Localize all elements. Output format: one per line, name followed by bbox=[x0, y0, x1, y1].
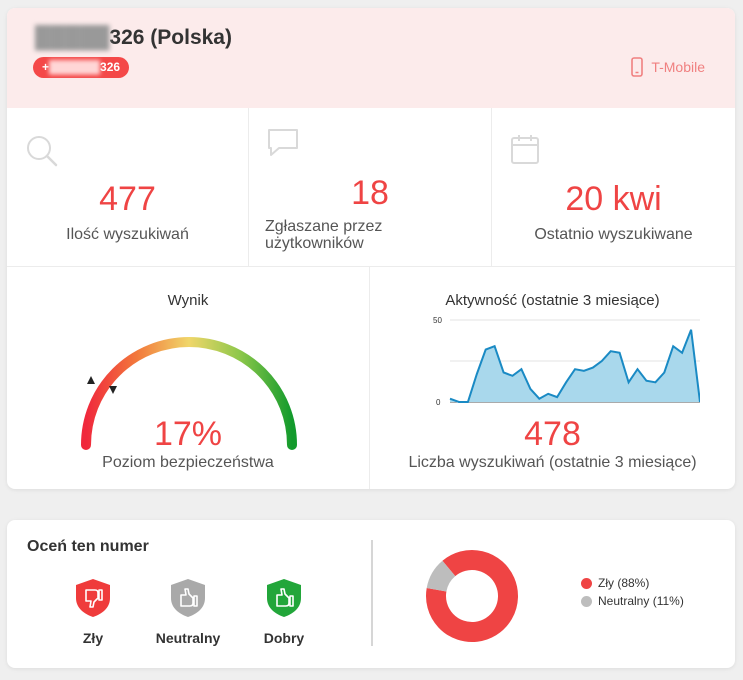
activity-label: Liczba wyszukiwań (ostatnie 3 miesiące) bbox=[408, 454, 697, 471]
activity-area bbox=[450, 329, 700, 402]
stat-value: 18 bbox=[351, 174, 389, 212]
rate-neutral-label: Neutralny bbox=[155, 630, 221, 646]
activity-line bbox=[449, 329, 700, 403]
score-activity-row: Wynik 17% Poziom bezpieczeństwa bbox=[7, 267, 735, 489]
number-suffix: 326 (Polska) bbox=[109, 26, 232, 49]
score-title: Wynik bbox=[167, 292, 209, 309]
thumbs-up-icon bbox=[171, 579, 205, 617]
activity-chart: 50 0 bbox=[433, 316, 700, 407]
badge-suffix: 326 bbox=[100, 60, 121, 74]
rate-good-label: Dobry bbox=[263, 630, 305, 646]
operator-info: T-Mobile bbox=[631, 57, 705, 77]
stat-label: Ilość wyszukiwań bbox=[66, 226, 189, 243]
calendar-icon bbox=[511, 135, 539, 164]
comment-icon bbox=[268, 129, 298, 156]
gauge-marker-up bbox=[87, 376, 95, 384]
donut-slice-neutral bbox=[426, 560, 456, 593]
legend-label-bad: Zły (88%) bbox=[598, 576, 650, 590]
stat-value: 20 kwi bbox=[565, 180, 662, 218]
score-percent: 17% bbox=[153, 415, 223, 453]
thumbs-up-icon bbox=[267, 579, 301, 617]
number-info-card: █████326 (Polska) +██████326 T-Mobile 47… bbox=[7, 8, 735, 489]
rating-donut-chart bbox=[426, 550, 518, 642]
rate-title: Oceń ten numer bbox=[27, 538, 149, 555]
legend-label-neutral: Neutralny (11%) bbox=[598, 594, 684, 608]
legend-dot-bad bbox=[581, 577, 592, 589]
thumbs-down-icon bbox=[76, 579, 110, 617]
donut-legend: Zły (88%) Neutralny (11%) bbox=[581, 576, 684, 612]
score-label: Poziom bezpieczeństwa bbox=[102, 454, 274, 471]
rate-neutral-button[interactable]: Neutralny bbox=[148, 578, 228, 646]
activity-title: Aktywność (ostatnie 3 miesiące) bbox=[445, 292, 660, 309]
stat-label: Ostatnio wyszukiwane bbox=[534, 226, 693, 243]
badge-masked: ██████ bbox=[49, 60, 101, 74]
score-panel: Wynik 17% Poziom bezpieczeństwa bbox=[7, 267, 370, 489]
activity-panel: Aktywność (ostatnie 3 miesiące) 50 0 478… bbox=[370, 267, 735, 489]
divider bbox=[371, 540, 373, 646]
mobile-phone-icon bbox=[631, 57, 644, 77]
stat-last-searched: 20 kwi Ostatnio wyszukiwane bbox=[492, 108, 735, 267]
y-tick-0: 0 bbox=[436, 398, 441, 407]
number-header: █████326 (Polska) +██████326 T-Mobile bbox=[7, 8, 735, 108]
phone-number-title: █████326 (Polska) bbox=[35, 26, 232, 50]
safety-gauge bbox=[81, 337, 297, 450]
rate-good-button[interactable]: Dobry bbox=[244, 578, 324, 646]
stat-reports: 18 Zgłaszane przez użytkowników bbox=[249, 108, 492, 267]
y-tick-50: 50 bbox=[433, 316, 442, 325]
badge-prefix: + bbox=[42, 60, 50, 74]
rating-card: Oceń ten numer Zły Neutralny Dobry Zły (… bbox=[7, 520, 735, 668]
stat-searches: 477 Ilość wyszukiwań bbox=[7, 108, 249, 267]
stat-label: Zgłaszane przez użytkowników bbox=[265, 218, 383, 252]
masked-number: █████ bbox=[35, 26, 110, 49]
rate-bad-button[interactable]: Zły bbox=[53, 578, 133, 646]
operator-name: T-Mobile bbox=[651, 59, 705, 75]
legend-item-bad: Zły (88%) bbox=[581, 576, 684, 590]
legend-item-neutral: Neutralny (11%) bbox=[581, 594, 684, 608]
rate-bad-label: Zły bbox=[82, 630, 104, 646]
legend-dot-neutral bbox=[581, 595, 592, 607]
search-icon bbox=[27, 136, 58, 167]
stat-value: 477 bbox=[99, 180, 156, 218]
activity-count: 478 bbox=[524, 415, 581, 453]
donut-slice-bad bbox=[426, 550, 518, 642]
phone-number-badge: +██████326 bbox=[33, 57, 130, 78]
stats-row: 477 Ilość wyszukiwań 18 Zgłaszane przez … bbox=[7, 108, 735, 267]
gauge-marker-down bbox=[109, 386, 117, 394]
